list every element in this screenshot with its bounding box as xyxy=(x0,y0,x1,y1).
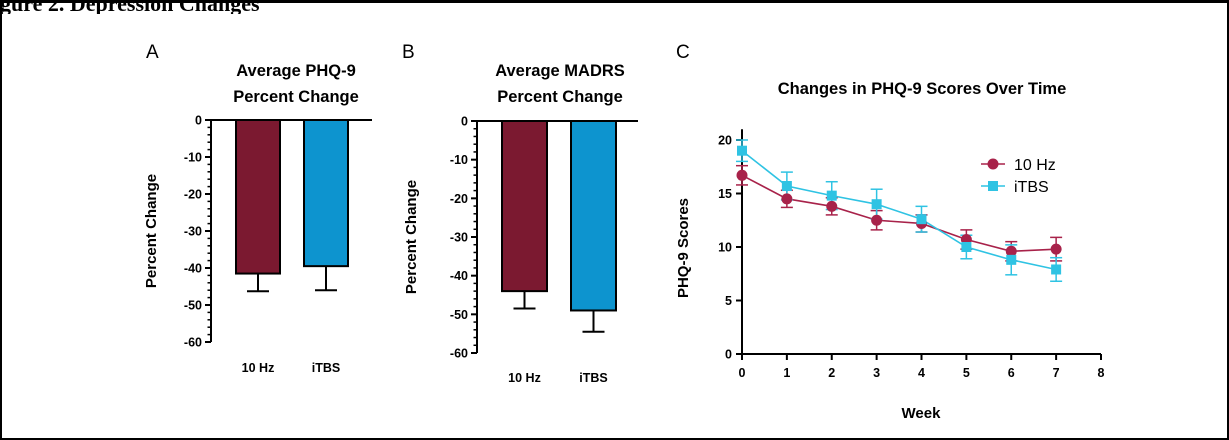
y-tick-label: 0 xyxy=(725,348,732,362)
chart-title: Changes in PHQ-9 Scores Over Time xyxy=(778,80,1067,98)
data-point xyxy=(1050,243,1062,255)
y-axis-title: Percent Change xyxy=(403,180,420,294)
y-tick-label: -20 xyxy=(184,188,202,202)
x-axis-title: Week xyxy=(902,405,942,422)
y-axis-title: PHQ-9 Scores xyxy=(675,198,692,298)
series-line xyxy=(741,174,1057,253)
data-point xyxy=(916,214,927,225)
data-point xyxy=(781,193,793,205)
y-tick-label: -20 xyxy=(450,192,468,206)
x-tick-label: 1 xyxy=(783,366,790,380)
x-tick-label: 5 xyxy=(963,366,970,380)
y-axis-title: Percent Change xyxy=(143,174,160,288)
x-tick-label: iTBS xyxy=(579,371,607,385)
x-tick-label: iTBS xyxy=(312,361,340,375)
bar xyxy=(303,119,349,268)
y-tick-label: -10 xyxy=(184,151,202,165)
x-tick-label: 6 xyxy=(1008,366,1015,380)
chart-title: Percent Change xyxy=(233,88,359,106)
legend-marker xyxy=(988,181,998,191)
x-tick-label: 0 xyxy=(739,366,746,380)
y-tick-label: 20 xyxy=(718,134,732,148)
y-tick-label: -60 xyxy=(450,347,468,361)
x-tick-label: 4 xyxy=(918,366,925,380)
y-tick-label: -40 xyxy=(450,269,468,283)
panel-letter: B xyxy=(402,42,415,63)
x-tick-label: 10 Hz xyxy=(242,361,275,375)
y-tick-label: 15 xyxy=(718,187,732,201)
chart-title: Average PHQ-9 xyxy=(236,62,356,80)
data-point xyxy=(826,190,837,201)
legend-label: 10 Hz xyxy=(1014,157,1056,174)
figure-header: gure 2. Depression Changes xyxy=(0,0,260,14)
data-point xyxy=(871,214,883,226)
y-tick-label: 0 xyxy=(195,114,202,128)
data-point xyxy=(961,242,972,252)
x-tick-label: 7 xyxy=(1053,366,1060,380)
data-point xyxy=(871,199,882,210)
chart-title: Average MADRS xyxy=(495,62,625,80)
legend-label: iTBS xyxy=(1014,179,1049,196)
legend-marker xyxy=(987,158,999,170)
data-point xyxy=(1051,264,1062,275)
series-line xyxy=(741,150,1057,271)
chart-title: Percent Change xyxy=(497,88,623,106)
header-bar: gure 2. Depression Changes xyxy=(0,0,1229,14)
y-tick-label: -50 xyxy=(450,308,468,322)
x-tick-label: 2 xyxy=(828,366,835,380)
bar xyxy=(235,119,281,275)
bar xyxy=(570,120,617,312)
y-tick-label: 10 xyxy=(718,241,732,255)
data-point xyxy=(781,181,792,192)
panel-letter: C xyxy=(676,42,690,63)
x-tick-label: 3 xyxy=(873,366,880,380)
data-point xyxy=(737,145,747,156)
y-tick-label: -40 xyxy=(184,262,202,276)
y-tick-label: -50 xyxy=(184,299,202,313)
x-tick-label: 8 xyxy=(1098,366,1105,380)
data-point xyxy=(1005,245,1017,257)
bar xyxy=(501,120,548,293)
y-tick-label: -60 xyxy=(184,336,202,350)
y-tick-label: -30 xyxy=(450,231,468,245)
data-point xyxy=(826,200,838,212)
y-tick-label: -30 xyxy=(184,225,202,239)
data-point xyxy=(1006,254,1017,265)
y-tick-label: -10 xyxy=(450,153,468,167)
panel-letter: A xyxy=(146,42,159,63)
y-tick-label: 5 xyxy=(725,294,732,308)
data-point xyxy=(736,169,748,181)
y-tick-label: 0 xyxy=(461,115,468,129)
x-tick-label: 10 Hz xyxy=(508,371,541,385)
